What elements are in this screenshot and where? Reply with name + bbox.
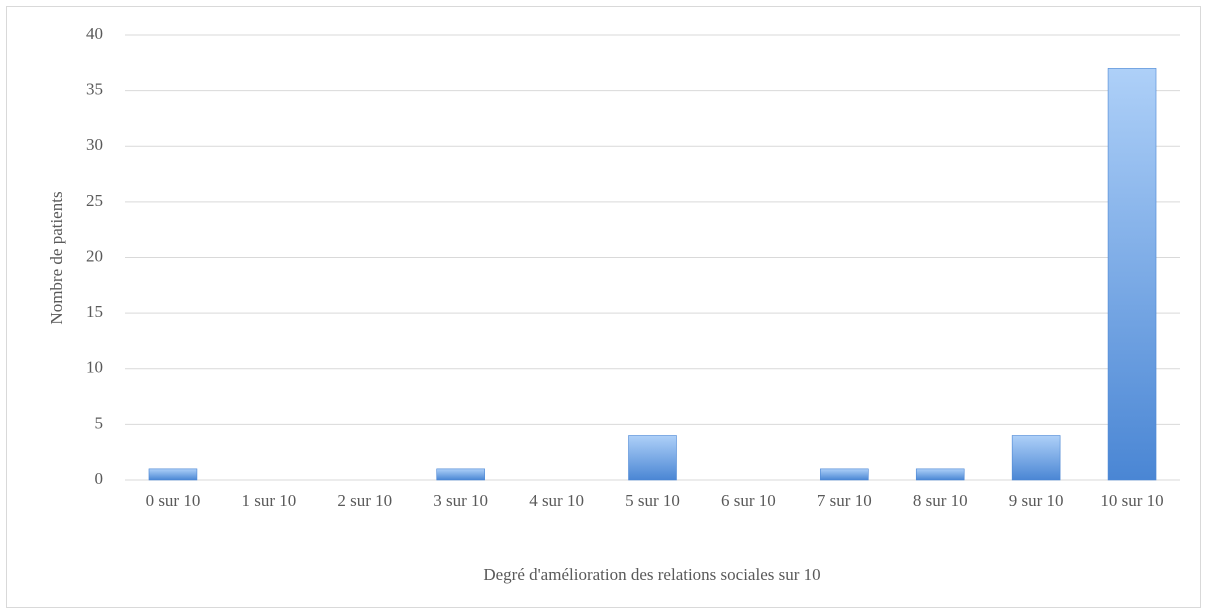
x-tick-label: 5 sur 10 xyxy=(625,491,680,510)
x-tick-label: 6 sur 10 xyxy=(721,491,776,510)
x-tick-label: 1 sur 10 xyxy=(241,491,296,510)
y-tick-label: 0 xyxy=(95,469,104,488)
bar xyxy=(915,468,965,481)
x-tick-label: 4 sur 10 xyxy=(529,491,584,510)
bar xyxy=(1011,435,1061,481)
bar xyxy=(820,468,869,481)
y-tick-label: 40 xyxy=(86,24,103,43)
bar xyxy=(1107,68,1157,481)
y-tick-label: 35 xyxy=(86,80,103,99)
x-tick-label: 8 sur 10 xyxy=(913,491,968,510)
bar xyxy=(148,468,198,481)
x-tick-label: 10 sur 10 xyxy=(1100,491,1163,510)
y-tick-label: 15 xyxy=(86,302,103,321)
y-tick-label: 25 xyxy=(86,191,103,210)
x-tick-label: 9 sur 10 xyxy=(1009,491,1064,510)
y-tick-label: 5 xyxy=(95,413,104,432)
bar xyxy=(628,435,677,481)
bar xyxy=(436,468,485,481)
y-tick-label: 30 xyxy=(86,135,103,154)
y-axis-label: Nombre de patients xyxy=(47,191,66,324)
x-axis-label: Degré d'amélioration des relations socia… xyxy=(483,565,820,584)
x-tick-label: 2 sur 10 xyxy=(337,491,392,510)
y-tick-label: 20 xyxy=(86,246,103,265)
y-tick-label: 10 xyxy=(86,358,103,377)
x-tick-label: 3 sur 10 xyxy=(433,491,488,510)
chart-border xyxy=(6,6,1201,608)
x-tick-label: 0 sur 10 xyxy=(146,491,201,510)
x-tick-label: 7 sur 10 xyxy=(817,491,872,510)
